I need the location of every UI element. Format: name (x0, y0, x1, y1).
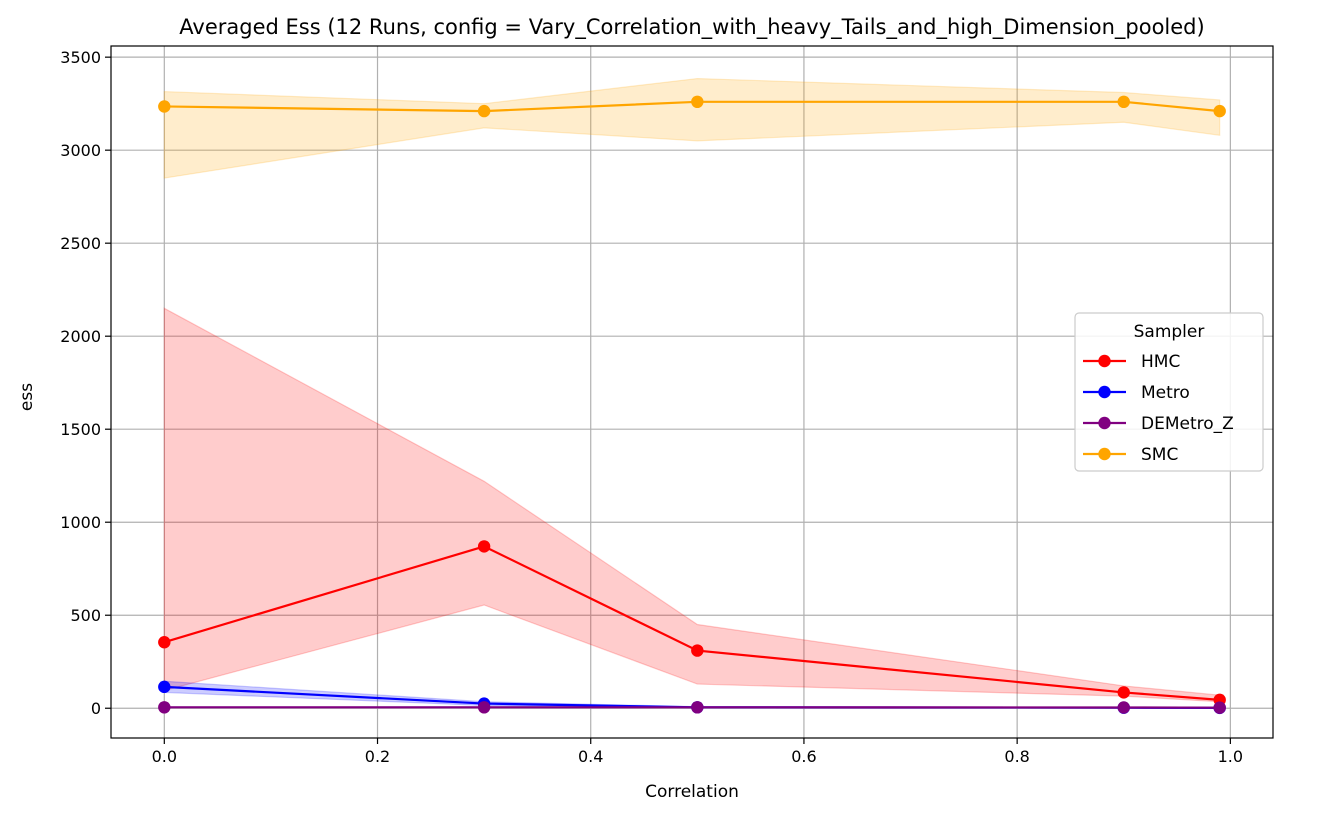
legend-label-demetro-z: DEMetro_Z (1141, 414, 1234, 434)
x-tick-label: 0.2 (365, 747, 390, 766)
plot-frame (110, 45, 1274, 739)
hmc-point (158, 635, 171, 649)
x-tick-label: 0.8 (1004, 747, 1029, 766)
x-tick-label: 0.0 (152, 747, 177, 766)
demetro-z-point (691, 701, 704, 714)
legend-box (1074, 312, 1264, 472)
y-tick-label: 1500 (60, 420, 101, 439)
legend-label-smc: SMC (1141, 445, 1178, 465)
smc-point (1117, 95, 1130, 109)
legend-marker-hmc (1098, 354, 1111, 368)
y-tick-label: 500 (70, 606, 101, 625)
legend: Sampler HMC Metro DEMetro_Z SMC (1074, 312, 1264, 472)
y-tick-label: 2500 (60, 234, 101, 253)
hmc-point (1117, 686, 1130, 699)
hmc-band (163, 307, 1221, 703)
metro-point (158, 680, 171, 694)
y-axis-ticks: 0 500 1000 1500 2000 2500 3000 3500 (60, 48, 111, 718)
legend-marker-demetro-z (1098, 416, 1111, 430)
chart-title: Averaged Ess (12 Runs, config = Vary_Cor… (179, 15, 1204, 40)
x-axis-label: Correlation (645, 782, 739, 802)
series-markers (158, 95, 1226, 715)
legend-marker-smc (1098, 447, 1111, 461)
x-axis-ticks: 0.0 0.2 0.4 0.6 0.8 1.0 (152, 738, 1243, 766)
smc-point (158, 100, 171, 113)
y-tick-label: 3500 (60, 48, 101, 67)
x-tick-label: 0.6 (791, 747, 816, 766)
hmc-point (477, 540, 491, 553)
y-tick-label: 3000 (60, 141, 101, 160)
legend-label-hmc: HMC (1141, 352, 1180, 372)
x-tick-label: 1.0 (1218, 747, 1243, 766)
legend-marker-metro (1098, 385, 1111, 399)
y-axis-label: ess (17, 383, 37, 411)
legend-label-metro: Metro (1141, 383, 1190, 403)
demetro-z-point (1213, 701, 1226, 714)
demetro-z-point (158, 701, 171, 714)
confidence-bands (163, 77, 1221, 709)
legend-title: Sampler (1134, 322, 1205, 342)
demetro-z-point (477, 701, 491, 714)
y-tick-label: 2000 (60, 327, 101, 346)
hmc-point (691, 644, 704, 657)
smc-point (691, 95, 704, 109)
demetro-z-point (1117, 701, 1130, 714)
x-tick-label: 0.4 (578, 747, 603, 766)
y-tick-label: 1000 (60, 513, 101, 532)
smc-point (1213, 104, 1226, 118)
smc-band (163, 77, 1221, 179)
y-tick-label: 0 (91, 699, 101, 718)
smc-point (477, 104, 491, 118)
